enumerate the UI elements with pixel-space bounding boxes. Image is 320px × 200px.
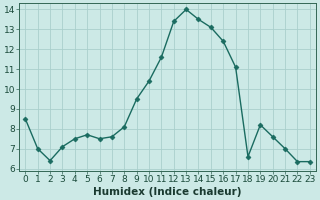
X-axis label: Humidex (Indice chaleur): Humidex (Indice chaleur) — [93, 187, 242, 197]
